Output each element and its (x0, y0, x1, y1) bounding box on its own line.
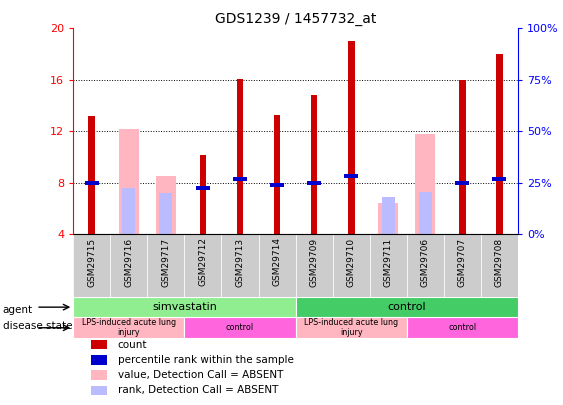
Bar (91, 355, 106, 364)
Bar (91, 371, 106, 380)
Bar (419, 192, 432, 234)
Bar (444, 234, 481, 297)
Bar (236, 79, 243, 234)
Bar (233, 177, 247, 181)
Text: percentile rank within the sample: percentile rank within the sample (118, 355, 293, 365)
Bar (270, 183, 284, 188)
Bar (382, 197, 395, 234)
Bar (493, 177, 507, 181)
Text: disease state: disease state (3, 321, 72, 331)
Text: LPS-induced acute lung
injury: LPS-induced acute lung injury (82, 318, 176, 337)
Bar (196, 186, 210, 190)
Title: GDS1239 / 1457732_at: GDS1239 / 1457732_at (215, 12, 376, 26)
Bar (348, 41, 355, 234)
Bar (73, 234, 110, 297)
Bar (73, 297, 296, 318)
Bar (344, 174, 358, 179)
Bar (88, 116, 95, 234)
Text: control: control (448, 323, 476, 332)
Text: GSM29710: GSM29710 (347, 237, 356, 287)
Bar (274, 115, 280, 234)
Bar (185, 318, 296, 338)
Bar (296, 234, 333, 297)
Bar (84, 181, 99, 185)
Bar (110, 234, 148, 297)
Text: LPS-induced acute lung
injury: LPS-induced acute lung injury (304, 318, 398, 337)
Bar (258, 234, 296, 297)
Bar (199, 155, 206, 234)
Text: simvastatin: simvastatin (152, 302, 217, 312)
Bar (378, 203, 399, 234)
Text: GSM29717: GSM29717 (162, 237, 171, 287)
Bar (296, 318, 406, 338)
Text: GSM29711: GSM29711 (384, 237, 393, 287)
Bar (307, 181, 321, 185)
Bar (311, 95, 318, 234)
Bar (496, 54, 503, 234)
Bar (148, 234, 185, 297)
Text: GSM29714: GSM29714 (272, 237, 282, 286)
Bar (296, 297, 518, 318)
Text: control: control (387, 302, 426, 312)
Text: GSM29713: GSM29713 (235, 237, 244, 287)
Bar (122, 188, 135, 234)
Bar (370, 234, 406, 297)
Bar (459, 80, 466, 234)
Bar (481, 234, 518, 297)
Bar (159, 193, 172, 234)
Text: GSM29707: GSM29707 (458, 237, 467, 287)
Bar (73, 318, 185, 338)
Text: GSM29712: GSM29712 (198, 237, 207, 286)
Bar (333, 234, 370, 297)
Bar (221, 234, 258, 297)
Text: control: control (226, 323, 254, 332)
Bar (91, 340, 106, 349)
Bar (119, 129, 139, 234)
Bar (406, 318, 518, 338)
Bar (415, 134, 436, 234)
Bar (406, 234, 444, 297)
Text: GSM29708: GSM29708 (495, 237, 504, 287)
Bar (455, 181, 470, 185)
Text: GSM29715: GSM29715 (87, 237, 96, 287)
Text: GSM29709: GSM29709 (310, 237, 319, 287)
Text: agent: agent (3, 305, 33, 315)
Text: GSM29706: GSM29706 (421, 237, 430, 287)
Text: GSM29716: GSM29716 (124, 237, 133, 287)
Bar (185, 234, 221, 297)
Bar (91, 386, 106, 395)
Text: rank, Detection Call = ABSENT: rank, Detection Call = ABSENT (118, 386, 278, 395)
Text: count: count (118, 339, 147, 350)
Bar (155, 177, 176, 234)
Text: value, Detection Call = ABSENT: value, Detection Call = ABSENT (118, 370, 283, 380)
